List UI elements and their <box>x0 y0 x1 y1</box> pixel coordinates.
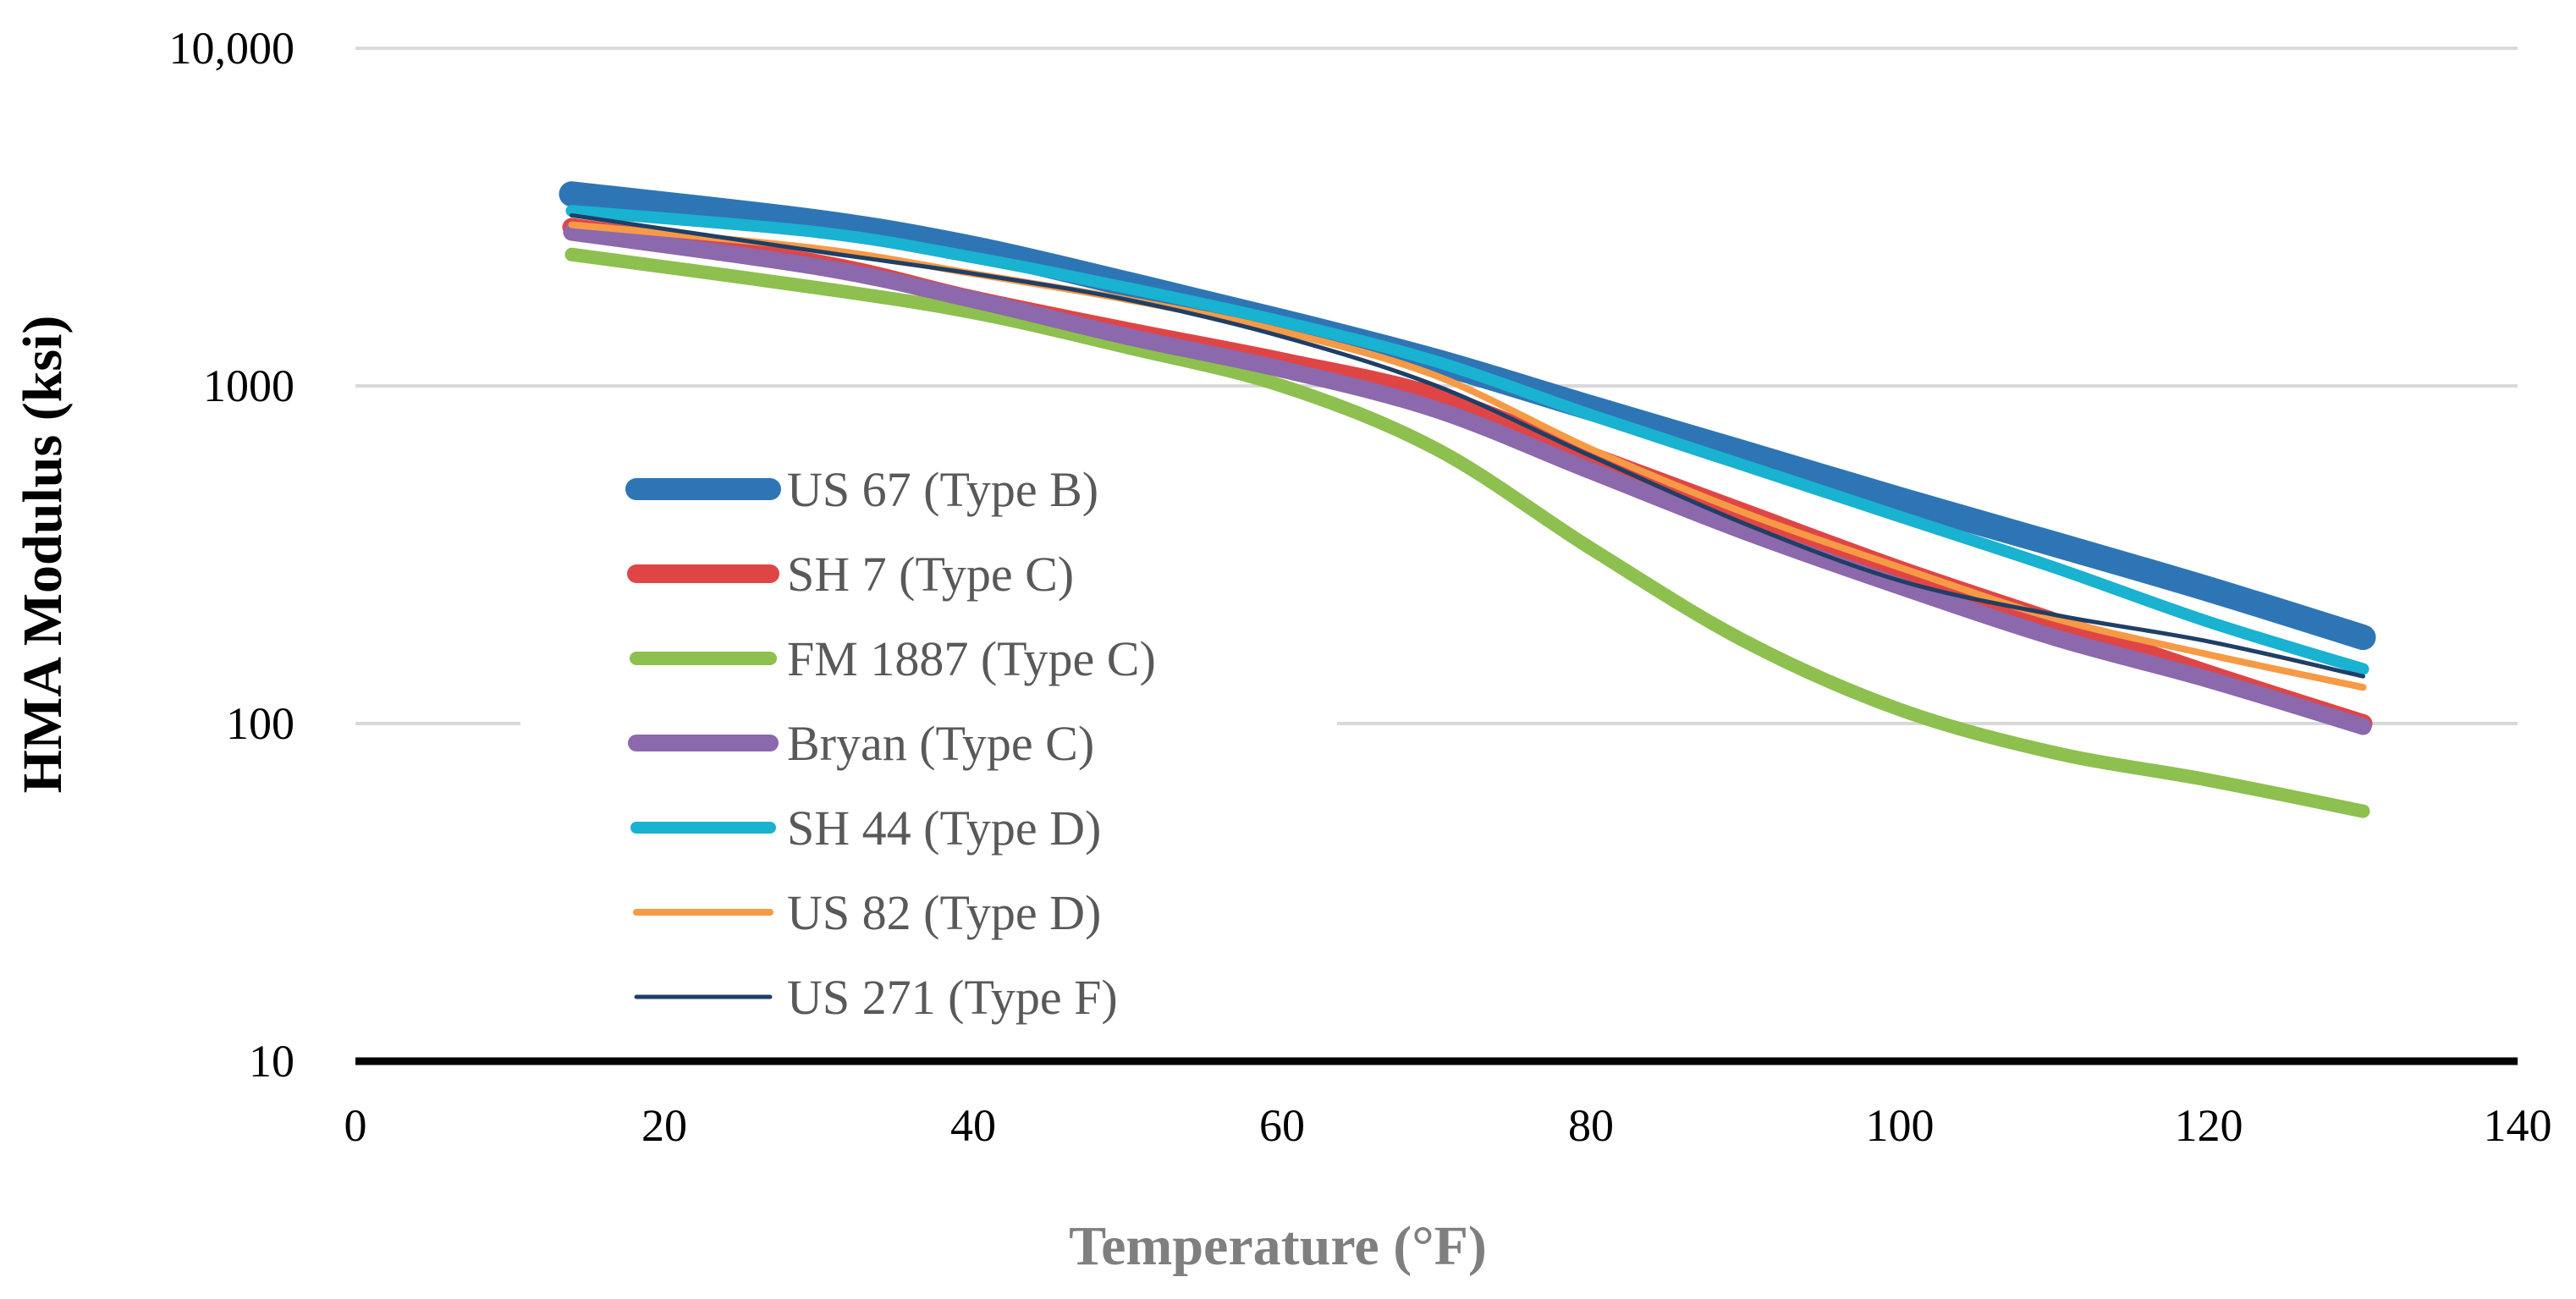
series-line <box>570 212 2365 679</box>
y-tick-label: 10,000 <box>169 23 295 74</box>
legend-label: US 271 (Type F) <box>787 970 1118 1025</box>
x-tick-label: 0 <box>344 1100 367 1151</box>
legend-label: US 82 (Type D) <box>787 885 1101 940</box>
x-tick-label: 20 <box>641 1100 687 1151</box>
y-tick-labels: 10 100 1000 10,000 <box>169 23 295 1087</box>
y-tick-label: 10 <box>249 1036 294 1087</box>
series-line <box>565 205 2370 675</box>
x-tick-label: 40 <box>950 1100 996 1151</box>
series-group <box>559 181 2376 818</box>
x-tick-label: 80 <box>1568 1100 1614 1151</box>
x-tick-label: 140 <box>2484 1100 2552 1151</box>
legend-label: SH 7 (Type C) <box>787 547 1074 602</box>
x-tick-labels: 0 20 40 60 80 100 120 140 <box>344 1100 2552 1151</box>
x-tick-label: 60 <box>1259 1100 1305 1151</box>
y-tick-label: 100 <box>226 698 294 749</box>
legend: US 67 (Type B) SH 7 (Type C) FM 1887 (Type… <box>520 449 1337 1025</box>
x-tick-label: 120 <box>2175 1100 2243 1151</box>
legend-label: US 67 (Type B) <box>787 462 1098 517</box>
x-axis-title: Temperature (°F) <box>1069 1215 1487 1277</box>
legend-label: Bryan (Type C) <box>787 716 1094 771</box>
y-axis-title: HMA Modulus (ksi) <box>12 316 74 794</box>
legend-label: FM 1887 (Type C) <box>787 631 1156 686</box>
y-tick-label: 1000 <box>203 361 294 411</box>
series-line <box>564 247 2370 818</box>
legend-label: SH 44 (Type D) <box>787 801 1101 856</box>
x-tick-label: 100 <box>1866 1100 1935 1151</box>
series-line <box>563 223 2372 735</box>
